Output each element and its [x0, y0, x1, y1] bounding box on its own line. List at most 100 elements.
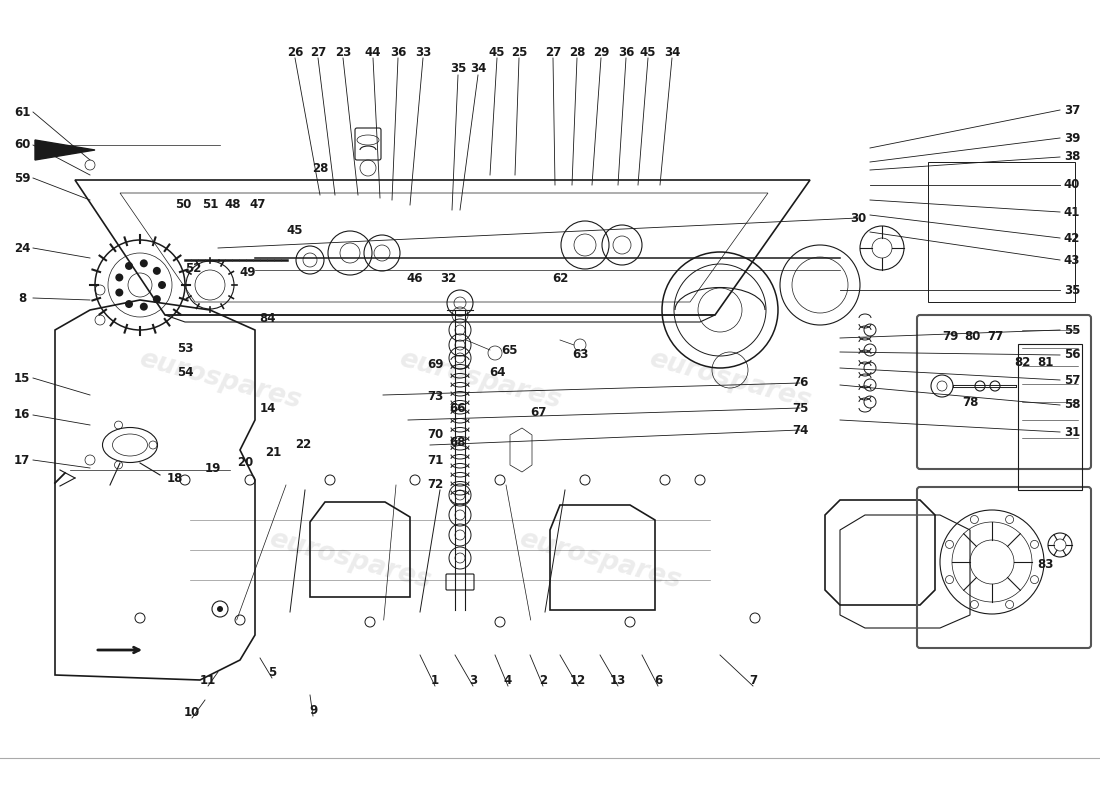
- Text: 68: 68: [450, 437, 466, 450]
- Text: 84: 84: [260, 311, 276, 325]
- Text: 46: 46: [407, 271, 424, 285]
- Text: 63: 63: [572, 349, 588, 362]
- Text: 27: 27: [544, 46, 561, 58]
- Text: 1: 1: [431, 674, 439, 686]
- Text: 70: 70: [427, 429, 443, 442]
- Text: 65: 65: [502, 343, 518, 357]
- Text: 71: 71: [427, 454, 443, 466]
- Text: 28: 28: [569, 46, 585, 58]
- Text: 23: 23: [334, 46, 351, 58]
- Text: 8: 8: [18, 291, 26, 305]
- Text: 2: 2: [539, 674, 547, 686]
- Circle shape: [116, 289, 123, 297]
- Text: 62: 62: [552, 271, 569, 285]
- Text: 43: 43: [1064, 254, 1080, 266]
- Text: 12: 12: [570, 674, 586, 686]
- Text: 15: 15: [14, 371, 30, 385]
- Text: 35: 35: [1064, 283, 1080, 297]
- Text: 16: 16: [14, 409, 30, 422]
- Text: 33: 33: [415, 46, 431, 58]
- Text: 9: 9: [309, 703, 317, 717]
- Text: 31: 31: [1064, 426, 1080, 438]
- Circle shape: [140, 259, 147, 267]
- Text: 28: 28: [311, 162, 328, 174]
- Text: 3: 3: [469, 674, 477, 686]
- Text: 51: 51: [201, 198, 218, 211]
- Circle shape: [158, 281, 166, 289]
- Circle shape: [116, 274, 123, 282]
- Text: 50: 50: [175, 198, 191, 211]
- Text: 35: 35: [450, 62, 466, 74]
- Text: 24: 24: [14, 242, 30, 254]
- Text: 29: 29: [593, 46, 609, 58]
- Text: 69: 69: [427, 358, 443, 371]
- Text: 19: 19: [205, 462, 221, 474]
- Text: eurospares: eurospares: [516, 526, 684, 594]
- Text: eurospares: eurospares: [266, 526, 433, 594]
- Text: 26: 26: [287, 46, 304, 58]
- Text: 54: 54: [177, 366, 194, 379]
- Text: 82: 82: [1014, 355, 1031, 369]
- Text: 77: 77: [987, 330, 1003, 343]
- Text: 27: 27: [310, 46, 326, 58]
- Text: eurospares: eurospares: [646, 346, 814, 414]
- Circle shape: [140, 302, 147, 310]
- Text: 34: 34: [663, 46, 680, 58]
- Text: 75: 75: [792, 402, 808, 414]
- Text: 80: 80: [964, 330, 980, 343]
- Text: 20: 20: [236, 455, 253, 469]
- Circle shape: [153, 295, 161, 303]
- Text: 41: 41: [1064, 206, 1080, 218]
- Text: 47: 47: [250, 198, 266, 211]
- Text: 38: 38: [1064, 150, 1080, 163]
- Circle shape: [125, 300, 133, 308]
- Text: 55: 55: [1064, 323, 1080, 337]
- Text: 25: 25: [510, 46, 527, 58]
- Text: 30: 30: [850, 211, 866, 225]
- Circle shape: [217, 606, 223, 612]
- Text: 49: 49: [240, 266, 256, 278]
- Text: 76: 76: [792, 377, 808, 390]
- Text: 72: 72: [427, 478, 443, 491]
- Text: 73: 73: [427, 390, 443, 403]
- Text: eurospares: eurospares: [396, 346, 564, 414]
- Text: 64: 64: [490, 366, 506, 378]
- Text: 37: 37: [1064, 103, 1080, 117]
- Text: 11: 11: [200, 674, 216, 686]
- Text: 52: 52: [185, 262, 201, 274]
- Text: 45: 45: [640, 46, 657, 58]
- Text: 79: 79: [942, 330, 958, 343]
- Text: 5: 5: [268, 666, 276, 678]
- Text: 36: 36: [389, 46, 406, 58]
- Text: 66: 66: [450, 402, 466, 414]
- Text: 48: 48: [224, 198, 241, 211]
- Text: 17: 17: [14, 454, 30, 466]
- Text: 14: 14: [260, 402, 276, 414]
- Polygon shape: [35, 140, 95, 160]
- Text: 13: 13: [609, 674, 626, 686]
- Text: 61: 61: [14, 106, 30, 118]
- Text: 56: 56: [1064, 349, 1080, 362]
- Text: 81: 81: [1037, 355, 1053, 369]
- Text: 67: 67: [530, 406, 547, 419]
- Circle shape: [153, 267, 161, 275]
- Text: 59: 59: [13, 171, 31, 185]
- Text: 4: 4: [504, 674, 513, 686]
- Text: 7: 7: [749, 674, 757, 686]
- Text: 83: 83: [1037, 558, 1053, 571]
- Text: 39: 39: [1064, 131, 1080, 145]
- Text: 45: 45: [287, 223, 304, 237]
- Text: 53: 53: [177, 342, 194, 354]
- Circle shape: [125, 262, 133, 270]
- Text: 58: 58: [1064, 398, 1080, 411]
- Text: 40: 40: [1064, 178, 1080, 191]
- Text: 57: 57: [1064, 374, 1080, 386]
- Text: 60: 60: [14, 138, 30, 151]
- Text: 22: 22: [295, 438, 311, 451]
- Text: 34: 34: [470, 62, 486, 74]
- Text: 10: 10: [184, 706, 200, 718]
- Text: 36: 36: [618, 46, 635, 58]
- Text: eurospares: eurospares: [136, 346, 304, 414]
- Text: 78: 78: [961, 397, 978, 410]
- Text: 42: 42: [1064, 231, 1080, 245]
